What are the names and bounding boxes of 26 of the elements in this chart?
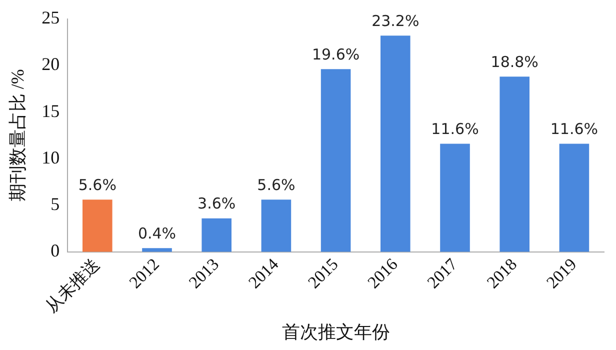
y-tick-label: 15	[42, 100, 60, 121]
bar	[202, 218, 232, 252]
y-tick-label: 10	[42, 147, 60, 168]
bar	[380, 36, 410, 252]
data-label: 18.8%	[490, 52, 538, 71]
y-tick-label: 5	[50, 194, 60, 214]
y-tick-label: 0	[50, 240, 60, 261]
bar	[142, 248, 172, 252]
x-axis-title: 首次推文年份	[282, 322, 390, 342]
data-label: 11.6%	[550, 120, 598, 138]
data-label: 23.2%	[372, 12, 420, 30]
bar	[559, 144, 590, 252]
bar	[500, 76, 530, 252]
bar	[261, 200, 292, 252]
data-label: 5.6%	[78, 176, 116, 194]
bar	[440, 144, 470, 252]
y-tick-label: 20	[42, 54, 60, 74]
y-tick-label: 25	[42, 8, 60, 28]
data-label: 19.6%	[312, 46, 360, 64]
data-label: 11.6%	[431, 120, 479, 138]
data-label: 5.6%	[257, 176, 296, 194]
bar	[82, 200, 112, 252]
data-label: 0.4%	[138, 224, 176, 243]
data-label: 3.6%	[198, 194, 236, 213]
y-axis-title: 期刊数量占比 /%	[8, 69, 28, 202]
bar	[320, 69, 351, 252]
